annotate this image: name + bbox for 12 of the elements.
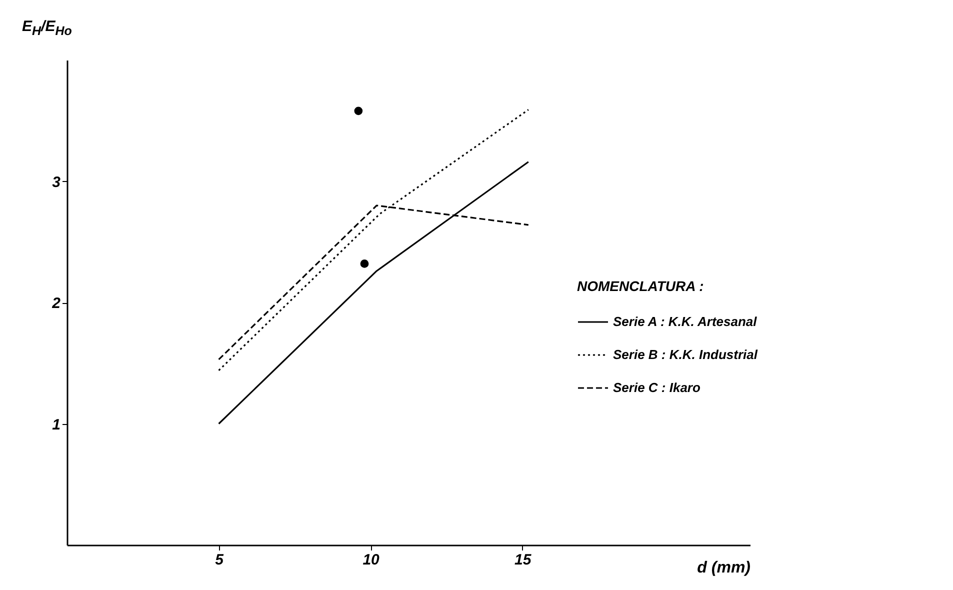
y-axis-title: E$_{H}$/E$_{Ho}$ (22, 18, 72, 38)
y-tick-label: 1 (52, 416, 60, 434)
legend-label: Serie B : K.K. Industrial (613, 347, 758, 362)
y-tick-label: 3 (52, 174, 62, 191)
x-tick-label: 10 (362, 552, 380, 568)
x-axis-title: d (mm) (697, 560, 750, 576)
x-tick-label: 5 (215, 552, 224, 568)
legend-label: Serie A : K.K. Artesanal (613, 314, 758, 329)
y-tick-label: 2 (51, 295, 62, 312)
legend-label: Serie C : Ikaro (613, 380, 700, 395)
x-tick-label: 15 (514, 552, 532, 568)
legend-title: NOMENCLATURA : (577, 278, 704, 294)
